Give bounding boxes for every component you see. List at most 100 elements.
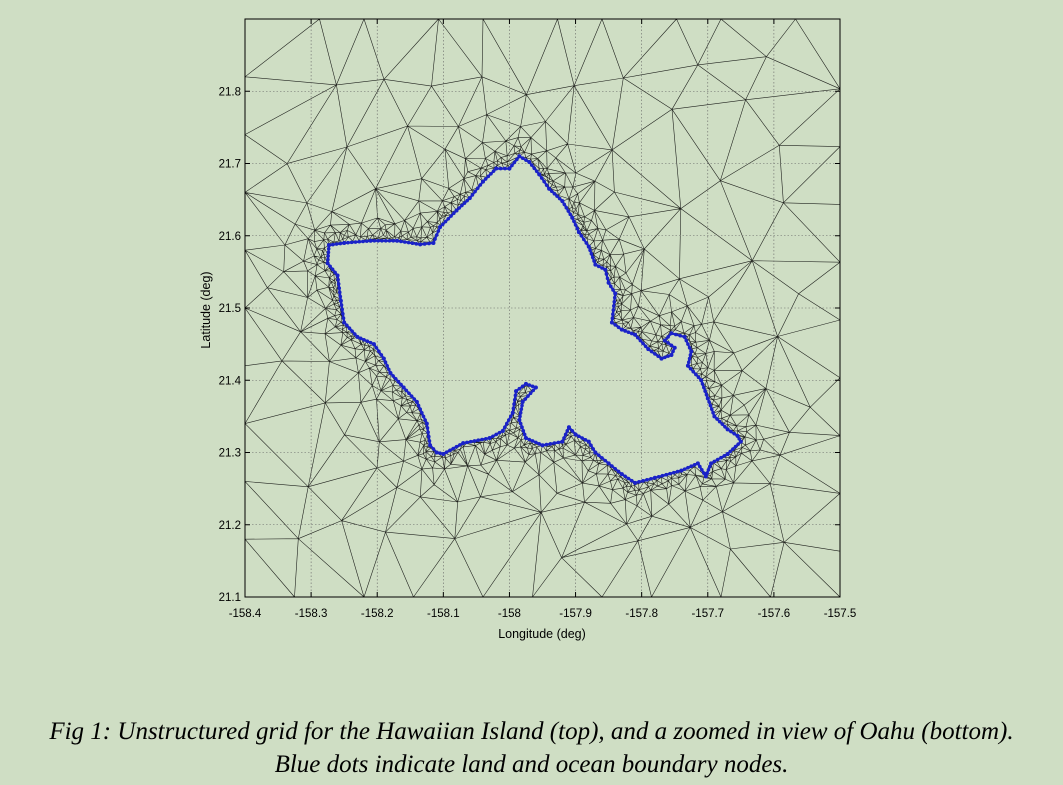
x-tick-label: -158.4	[229, 608, 262, 620]
boundary-node	[705, 471, 709, 475]
x-axis-label: Longitude (deg)	[498, 627, 586, 641]
boundary-node	[465, 440, 469, 445]
boundary-node	[480, 437, 484, 442]
boundary-node	[692, 462, 697, 467]
boundary-node	[460, 203, 464, 208]
data-point	[709, 461, 714, 466]
boundary-node	[402, 240, 407, 244]
boundary-node	[717, 419, 722, 424]
boundary-node	[472, 439, 477, 443]
boundary-node	[532, 166, 537, 170]
boundary-node	[649, 476, 653, 481]
boundary-node	[669, 343, 674, 348]
boundary-node	[666, 335, 670, 339]
data-point	[523, 436, 528, 441]
boundary-node	[527, 383, 532, 387]
boundary-node	[638, 338, 643, 343]
boundary-node	[708, 403, 713, 408]
boundary-node	[584, 241, 589, 245]
boundary-node	[427, 439, 432, 443]
boundary-node	[396, 379, 401, 384]
boundary-node	[653, 352, 657, 356]
boundary-node	[688, 366, 693, 371]
boundary-node	[557, 196, 562, 201]
boundary-node	[436, 229, 441, 233]
boundary-node	[438, 451, 442, 456]
boundary-node	[660, 473, 665, 478]
boundary-node	[691, 369, 696, 374]
boundary-node	[549, 189, 554, 194]
boundary-node	[328, 264, 332, 269]
boundary-node	[732, 431, 737, 436]
boundary-node	[399, 382, 403, 387]
boundary-node	[528, 391, 533, 396]
boundary-node	[687, 356, 692, 361]
boundary-node	[700, 468, 704, 472]
boundary-node	[707, 464, 712, 469]
boundary-node	[427, 241, 431, 246]
data-point	[428, 443, 433, 448]
boundary-node	[643, 344, 648, 349]
boundary-node	[674, 332, 678, 337]
boundary-node	[345, 323, 349, 328]
boundary-node	[649, 349, 654, 354]
data-point	[669, 331, 674, 336]
data-point	[454, 208, 459, 213]
boundary-node	[475, 186, 480, 191]
data-point	[619, 472, 624, 477]
boundary-node	[590, 255, 595, 260]
boundary-node	[612, 304, 616, 308]
boundary-node	[406, 240, 411, 245]
data-point	[342, 240, 347, 245]
boundary-node	[728, 449, 733, 454]
data-point	[467, 196, 472, 201]
boundary-node	[326, 254, 330, 258]
data-point	[679, 468, 684, 473]
boundary-node	[687, 345, 692, 350]
boundary-node	[579, 233, 584, 238]
boundary-node	[520, 403, 524, 408]
boundary-node	[326, 246, 331, 251]
boundary-node	[575, 226, 580, 231]
boundary-node	[566, 209, 571, 213]
data-point	[646, 347, 651, 352]
boundary-node	[686, 342, 690, 346]
boundary-node	[592, 259, 596, 263]
boundary-node	[641, 341, 645, 346]
boundary-node	[715, 457, 720, 462]
data-point	[527, 160, 532, 165]
data-point	[355, 334, 360, 339]
boundary-node	[688, 353, 693, 357]
x-tick-label: -157.9	[559, 608, 592, 620]
y-tick-label: 21.7	[219, 159, 241, 171]
boundary-node	[712, 459, 717, 464]
boundary-node	[580, 436, 584, 440]
boundary-node	[589, 443, 593, 448]
data-point	[342, 320, 347, 325]
boundary-node	[523, 397, 528, 401]
boundary-node	[611, 312, 615, 316]
data-point	[487, 436, 492, 441]
boundary-node	[656, 474, 661, 479]
data-point	[576, 230, 581, 235]
data-point	[613, 291, 618, 296]
data-point	[537, 172, 542, 177]
boundary-node	[611, 308, 616, 312]
boundary-node	[573, 223, 578, 227]
boundary-node	[498, 166, 503, 171]
boundary-node	[563, 432, 568, 437]
boundary-node	[715, 417, 719, 421]
boundary-node	[702, 385, 706, 390]
ticks: -158.4 -158.3 -158.2 -158.1 -158 -157.9 -157.8…	[219, 19, 857, 620]
boundary-node	[486, 174, 491, 179]
boundary-node	[552, 441, 557, 445]
data-point	[388, 371, 393, 376]
boundary-node	[416, 403, 421, 408]
boundary-node	[468, 439, 473, 444]
data-point	[441, 451, 446, 456]
boundary-node	[346, 240, 350, 245]
data-point	[712, 414, 717, 419]
data-point	[609, 320, 614, 325]
x-tick-label: -157.5	[824, 608, 857, 620]
boundary-node	[433, 237, 437, 241]
